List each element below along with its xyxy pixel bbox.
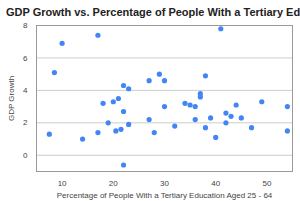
svg-text:6: 6	[23, 54, 28, 63]
svg-text:8: 8	[23, 21, 28, 30]
svg-text:4: 4	[23, 86, 28, 95]
svg-text:GDP Growth: GDP Growth	[7, 76, 16, 121]
svg-text:30: 30	[160, 179, 169, 188]
svg-text:40: 40	[211, 179, 220, 188]
svg-text:0: 0	[23, 151, 28, 160]
svg-text:50: 50	[262, 179, 271, 188]
svg-text:10: 10	[58, 179, 67, 188]
svg-text:Percentage of People With a Te: Percentage of People With a Tertiary Edu…	[57, 191, 273, 200]
svg-text:2: 2	[23, 118, 28, 127]
svg-text:20: 20	[109, 179, 118, 188]
